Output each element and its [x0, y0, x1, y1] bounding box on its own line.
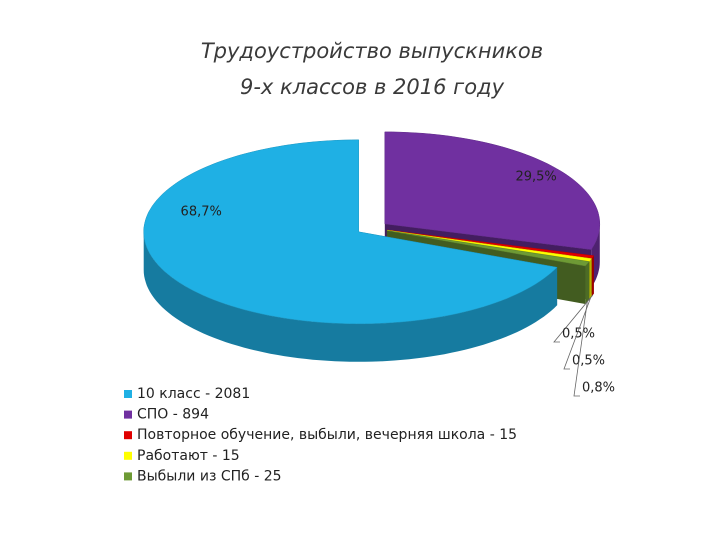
slice-top — [386, 230, 590, 267]
data-label: 29,5% — [515, 169, 556, 184]
legend-label: Выбыли из СПб - 25 — [137, 468, 282, 484]
slice-top — [387, 229, 593, 262]
legend-label: СПО - 894 — [137, 407, 209, 423]
slice-top — [143, 139, 558, 325]
legend-label: 10 класс - 2081 — [137, 386, 250, 402]
data-label: 68,7% — [181, 205, 222, 220]
legend-swatch — [124, 451, 132, 460]
legend-swatch — [124, 472, 132, 481]
slice-side — [591, 255, 594, 297]
leader-line — [573, 301, 588, 397]
slice-side — [143, 231, 558, 362]
leader-line — [563, 297, 591, 370]
chart-title: 9-х классов в 2016 году — [240, 75, 505, 99]
leader-line — [553, 294, 594, 343]
legend-label: Работают - 15 — [137, 448, 240, 464]
legend-swatch — [124, 390, 132, 398]
data-label: 0,5% — [572, 354, 605, 369]
data-label: 0,8% — [582, 381, 615, 396]
legend-swatch — [124, 431, 132, 440]
chart-title: Трудоустройство выпускников — [201, 39, 543, 63]
legend-label: Повторное обучение, выбыли, вечерняя шко… — [137, 427, 517, 443]
legend-swatch — [124, 410, 132, 419]
data-label: 0,5% — [562, 327, 595, 342]
slice-side — [585, 261, 590, 304]
slice-top — [384, 131, 601, 250]
slice-side — [589, 258, 592, 300]
